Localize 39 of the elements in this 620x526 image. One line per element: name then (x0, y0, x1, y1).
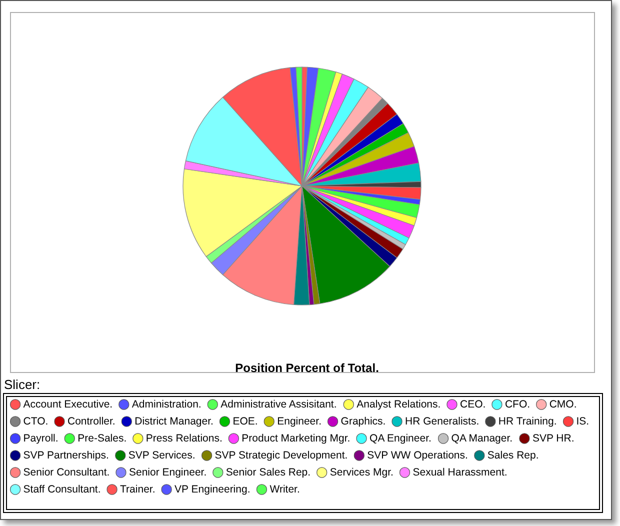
legend-label: District Manager. (134, 416, 214, 428)
legend-label: Administration. (132, 398, 202, 410)
legend-label: EOE. (232, 416, 258, 428)
legend-label: SVP Partnerships. (23, 450, 109, 462)
legend-label: QA Manager. (451, 432, 513, 444)
legend-label: HR Generalists. (405, 416, 480, 428)
legend-label: IS. (576, 416, 590, 428)
legend-label: Controller. (67, 416, 116, 428)
legend-title: Slicer: (4, 377, 40, 392)
legend-label: SVP WW Operations. (367, 450, 468, 462)
legend-label: Account Executive. (23, 398, 113, 410)
legend-label: Graphics. (340, 416, 386, 428)
legend-label: Senior Engineer. (128, 466, 207, 478)
legend-label: Trainer. (120, 484, 156, 496)
legend-label: Sexual Harassment. (412, 466, 508, 478)
legend-label: Payroll. (23, 432, 58, 444)
legend-label: SVP Strategic Development. (214, 450, 348, 462)
legend-label: Pre-Sales. (78, 432, 127, 444)
legend-label: Press Relations. (146, 432, 222, 444)
legend-label: HR Training. (498, 416, 557, 428)
legend-label: SVP HR. (532, 432, 574, 444)
legend-label: Analyst Relations. (356, 398, 441, 410)
text: Position Percent of Total. (235, 361, 379, 375)
legend-label: Administrative Assisitant. (220, 398, 337, 410)
legend-label: Product Marketing Mgr. (242, 432, 350, 444)
legend-label: Staff Consultant. (23, 484, 101, 496)
legend-label: QA Engineer. (370, 432, 432, 444)
legend-label: SVP Services. (128, 450, 196, 462)
legend-label: CFO. (504, 398, 530, 410)
legend-label: Sales Rep. (487, 450, 539, 462)
legend-label: Engineer. (277, 416, 322, 428)
legend-label: Senior Consultant. (23, 466, 110, 478)
legend-label: Senior Sales Rep. (226, 466, 311, 478)
legend-label: CTO. (23, 416, 48, 428)
legend-label: Writer. (270, 484, 300, 496)
legend-label: CMO. (549, 398, 577, 410)
legend-label: VP Engineering. (174, 484, 250, 496)
legend-label: CEO. (460, 398, 486, 410)
legend-label: Services Mgr. (330, 466, 394, 478)
